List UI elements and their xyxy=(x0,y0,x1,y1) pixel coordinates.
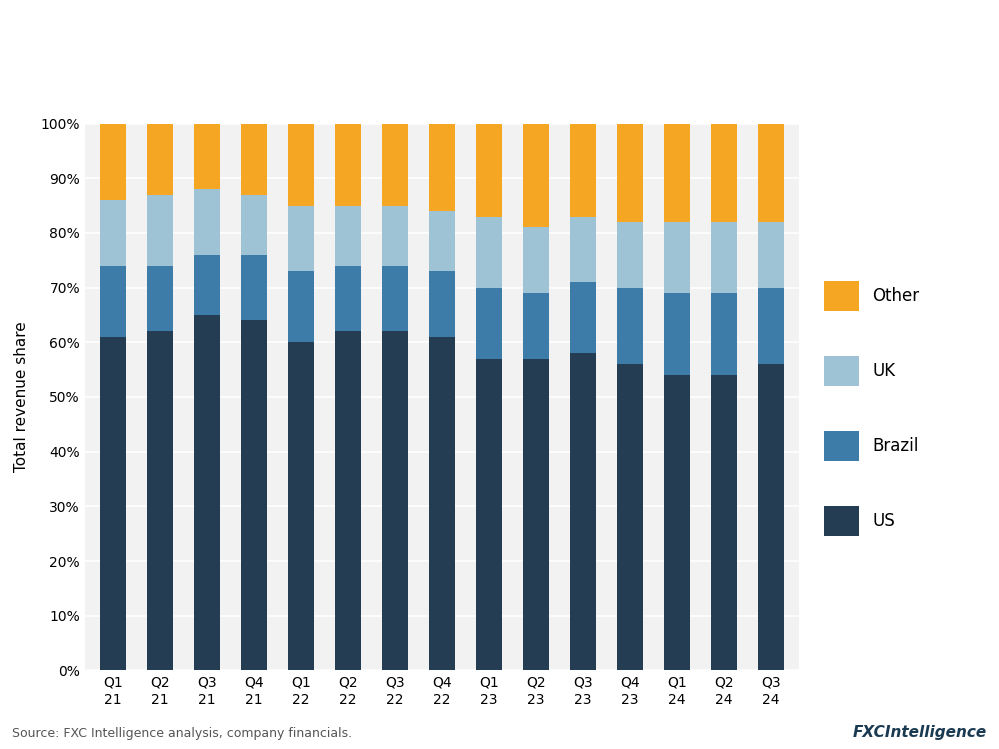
Bar xyxy=(477,288,501,359)
Text: Corpay quarterly revenue split by segment, 2021-2024: Corpay quarterly revenue split by segmen… xyxy=(12,76,510,94)
Bar xyxy=(383,206,408,266)
Bar xyxy=(664,375,690,670)
Bar xyxy=(711,222,737,293)
Bar xyxy=(147,195,173,266)
Text: Brazil: Brazil xyxy=(872,437,918,455)
Bar xyxy=(241,195,267,255)
Bar xyxy=(194,315,220,670)
Bar xyxy=(758,124,784,222)
Bar xyxy=(147,266,173,331)
Bar xyxy=(617,124,643,222)
Bar xyxy=(383,266,408,331)
Bar xyxy=(100,124,126,200)
Bar xyxy=(758,288,784,364)
Bar xyxy=(523,293,549,359)
Bar xyxy=(383,124,408,206)
Bar xyxy=(241,321,267,670)
Bar xyxy=(523,124,549,228)
Bar xyxy=(288,206,314,271)
Bar xyxy=(570,124,596,216)
Bar xyxy=(383,331,408,670)
Bar xyxy=(758,222,784,288)
Text: FXCIntelligence: FXCIntelligence xyxy=(853,725,987,740)
Bar xyxy=(617,222,643,288)
Bar xyxy=(100,266,126,337)
Bar xyxy=(617,288,643,364)
Bar xyxy=(477,124,501,216)
Bar xyxy=(758,364,784,670)
Bar xyxy=(194,255,220,315)
Bar xyxy=(147,124,173,195)
Bar xyxy=(430,271,455,337)
Bar xyxy=(288,271,314,342)
Bar xyxy=(477,359,501,670)
Bar xyxy=(477,216,501,288)
Bar xyxy=(194,189,220,255)
Bar xyxy=(523,359,549,670)
Bar xyxy=(824,356,859,386)
Bar xyxy=(335,124,361,206)
Bar xyxy=(617,364,643,670)
Text: Other: Other xyxy=(872,287,919,305)
Bar xyxy=(241,255,267,321)
Bar xyxy=(288,124,314,206)
Text: US: US xyxy=(872,512,895,530)
Bar xyxy=(430,211,455,271)
Bar xyxy=(824,506,859,536)
Bar xyxy=(100,337,126,670)
Text: Corpay’s non-US geographies grow revenue share: Corpay’s non-US geographies grow revenue… xyxy=(12,25,758,52)
Bar xyxy=(335,266,361,331)
Bar xyxy=(147,331,173,670)
Text: UK: UK xyxy=(872,362,895,380)
Bar xyxy=(335,331,361,670)
Bar xyxy=(711,375,737,670)
Bar xyxy=(824,431,859,461)
Bar xyxy=(100,200,126,266)
Bar xyxy=(523,228,549,293)
Bar xyxy=(824,281,859,311)
Bar xyxy=(288,342,314,670)
Bar xyxy=(664,222,690,293)
Bar xyxy=(711,124,737,222)
Bar xyxy=(241,124,267,195)
Bar xyxy=(335,206,361,266)
Bar xyxy=(570,282,596,354)
Bar xyxy=(664,124,690,222)
Bar xyxy=(194,124,220,189)
Bar xyxy=(430,124,455,211)
Bar xyxy=(430,337,455,670)
Text: Source: FXC Intelligence analysis, company financials.: Source: FXC Intelligence analysis, compa… xyxy=(12,727,352,740)
Y-axis label: Total revenue share: Total revenue share xyxy=(14,321,29,473)
Bar xyxy=(711,293,737,375)
Bar xyxy=(664,293,690,375)
Bar xyxy=(570,216,596,282)
Bar xyxy=(570,354,596,670)
